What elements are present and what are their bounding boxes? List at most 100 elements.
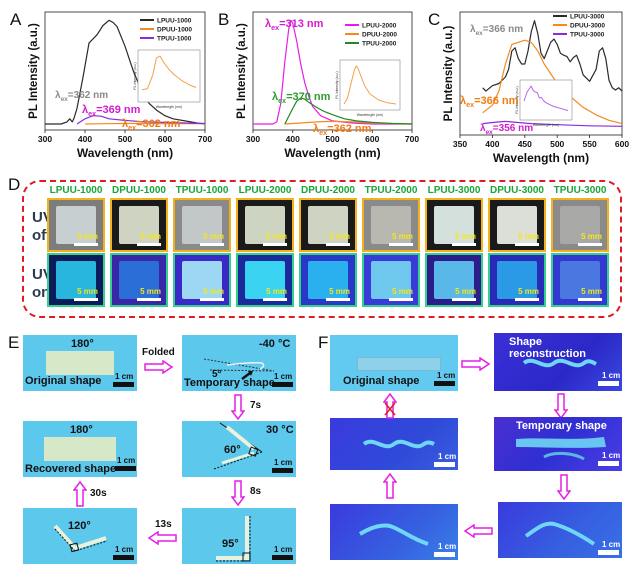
angle-label: 95°	[222, 538, 239, 550]
sample-photo-uv-on: 5 mm	[551, 253, 609, 307]
scale-bar	[326, 298, 350, 301]
film-sheet	[119, 206, 159, 244]
chart-b-svg: 300 400 500 600 700 Wavelength (nm) PL Intensi…	[236, 11, 419, 160]
x-tick-label: 550	[583, 139, 597, 149]
chart-c-svg: 350 400 450 500 550 600 Wavelength (nm) PL Inte…	[443, 11, 629, 165]
sample-photo-uv-on: 5 mm	[425, 253, 483, 307]
series-line-tpuu-1000	[76, 115, 206, 125]
film-sheet	[308, 206, 348, 244]
photo-f-step-c: 1 cm	[330, 504, 458, 560]
sample-photo-uv-off: 5 mm	[299, 198, 357, 252]
scale-bar	[272, 468, 293, 473]
film-sheet	[560, 206, 600, 244]
panel-label-c: C	[428, 10, 441, 29]
scale-label: 5 mm	[581, 287, 602, 296]
sample-label: TPUU-2000	[364, 185, 418, 196]
inset-frame	[519, 79, 573, 121]
row-label-uv-on-line2: on	[32, 284, 51, 301]
arrow-down-icon	[557, 474, 571, 500]
scale-label: 5 mm	[140, 287, 161, 296]
scale-bar	[113, 382, 134, 387]
scale-label: 5 mm	[455, 287, 476, 296]
scale-bar	[515, 298, 539, 301]
legend-label: LPUU-1000	[157, 18, 192, 25]
caption-original-shape: Original shape	[343, 375, 420, 387]
panel-label-e: E	[8, 333, 20, 352]
x-tick-label: 400	[78, 134, 92, 144]
series-line-tpuu-2000	[284, 97, 413, 125]
x-tick-label: 500	[325, 134, 339, 144]
photo-f-step-b: 1 cm	[498, 502, 622, 558]
sample-photo-uv-off: 5 mm	[488, 198, 546, 252]
x-tick-label: 400	[485, 139, 499, 149]
sample-photo-uv-on: 5 mm	[362, 253, 420, 307]
series-line-lpuu-1000	[45, 19, 206, 125]
helix-film-drawing	[362, 439, 435, 449]
arrow-label-8s: 8s	[250, 486, 262, 497]
scale-bar	[452, 243, 476, 246]
folded-film-drawing	[203, 358, 275, 380]
scale-bar	[137, 298, 161, 301]
panel-label-f: F	[318, 333, 329, 352]
x-tick-label: 600	[615, 139, 629, 149]
sample-photo-uv-off: 5 mm	[362, 198, 420, 252]
angle-label: 120°	[68, 520, 91, 532]
photo-f-temporary: Temporary shape 1 cm	[494, 417, 622, 471]
scale-bar	[263, 243, 287, 246]
red-x-icon	[384, 402, 396, 416]
scale-label: 1 cm	[274, 458, 293, 467]
caption-shape-reconstruction: Shape reconstruction	[509, 336, 587, 360]
scale-label: 5 mm	[203, 232, 224, 241]
excitation-annotation: λex=362 nm	[55, 90, 108, 103]
sample-photo-uv-on: 5 mm	[110, 253, 168, 307]
excitation-annotation: λex=362 nm	[313, 123, 372, 137]
panel-label-a: A	[10, 10, 22, 29]
x-tick-label: 450	[518, 139, 532, 149]
film-sheet	[56, 206, 96, 244]
series-line-dpuu-1000	[84, 122, 206, 125]
caption-temporary-shape: Temporary shape	[516, 420, 607, 432]
scale-bar	[263, 298, 287, 301]
excitation-annotation: λex=369 nm	[82, 104, 141, 118]
folded-120-drawing	[53, 524, 108, 553]
legend-label: TPUU-1000	[157, 36, 192, 43]
legend-label: DPUU-3000	[570, 23, 605, 30]
scale-label: 1 cm	[602, 451, 621, 460]
arrow-down-7s-icon	[231, 394, 245, 420]
sample-label: LPUU-3000	[427, 185, 481, 196]
arrow-down-8s-icon	[231, 480, 245, 506]
arrow-label-13s: 13s	[155, 519, 172, 530]
scale-label: 5 mm	[203, 287, 224, 296]
temperature-label: -40 °C	[259, 338, 291, 350]
legend-label: DPUU-1000	[157, 27, 192, 34]
sample-photo-uv-on: 5 mm	[299, 253, 357, 307]
sample-label: LPUU-1000	[49, 185, 103, 196]
sample-photo-uv-off: 5 mm	[425, 198, 483, 252]
scale-label: 1 cm	[438, 452, 457, 461]
scale-bar	[272, 555, 293, 560]
inset-y-label: PL Intensity (a.u.)	[515, 86, 519, 113]
arrow-blocked-icon	[383, 393, 397, 419]
twisted-film-drawing	[358, 523, 429, 546]
film-sheet	[182, 206, 222, 244]
scale-bar	[578, 298, 602, 301]
film-sheet	[434, 206, 474, 244]
legend-label: LPUU-2000	[362, 23, 397, 30]
inset-series-line	[523, 85, 569, 112]
sample-photo-uv-off: 5 mm	[173, 198, 231, 252]
film-sheet	[119, 261, 159, 299]
scale-label: 5 mm	[77, 232, 98, 241]
chart-b: 300 400 500 600 700 Wavelength (nm) PL Intensi…	[210, 0, 420, 170]
scale-label: 5 mm	[140, 232, 161, 241]
scale-label: 1 cm	[437, 371, 456, 380]
angle-label: 180°	[70, 424, 93, 436]
x-axis-label: Wavelength (nm)	[493, 151, 589, 165]
scale-bar	[598, 550, 619, 555]
panel-d-dashed-frame	[22, 180, 622, 318]
scale-label: 5 mm	[518, 232, 539, 241]
scale-label: 5 mm	[518, 287, 539, 296]
photo-e-30c: 30 °C 60° 1 cm	[182, 421, 296, 477]
scale-label: 5 mm	[77, 287, 98, 296]
x-axis-label: Wavelength (nm)	[284, 146, 380, 160]
film-sheet	[245, 206, 285, 244]
